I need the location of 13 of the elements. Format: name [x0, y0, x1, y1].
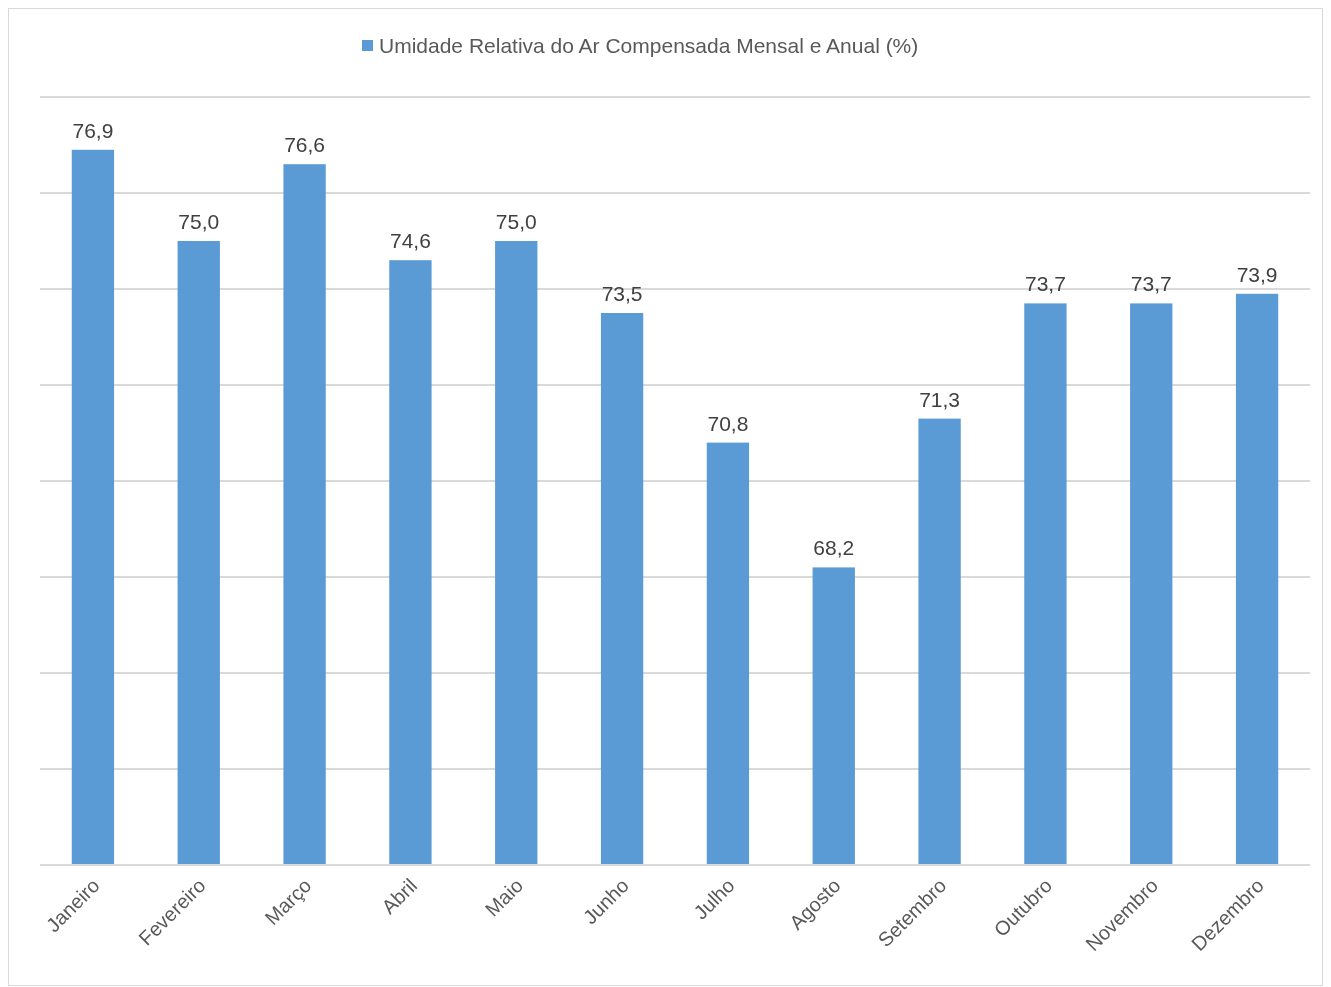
data-label: 73,5 [601, 282, 643, 305]
data-label: 71,3 [919, 387, 961, 411]
data-label: 73,9 [1236, 262, 1278, 286]
data-label: 73,7 [1130, 272, 1172, 296]
data-label: 68,2 [813, 536, 855, 560]
data-label: 75,0 [178, 210, 220, 233]
data-label: 74,6 [389, 229, 431, 253]
data-label: 76,6 [284, 133, 326, 157]
legend-label: Umidade Relativa do Ar Compensada Mensal e Anual (%) [379, 34, 919, 58]
data-label: 76,9 [72, 118, 114, 142]
data-label: 70,8 [707, 411, 749, 435]
data-label: 75,0 [495, 210, 537, 233]
data-label: 73,7 [1024, 272, 1066, 296]
